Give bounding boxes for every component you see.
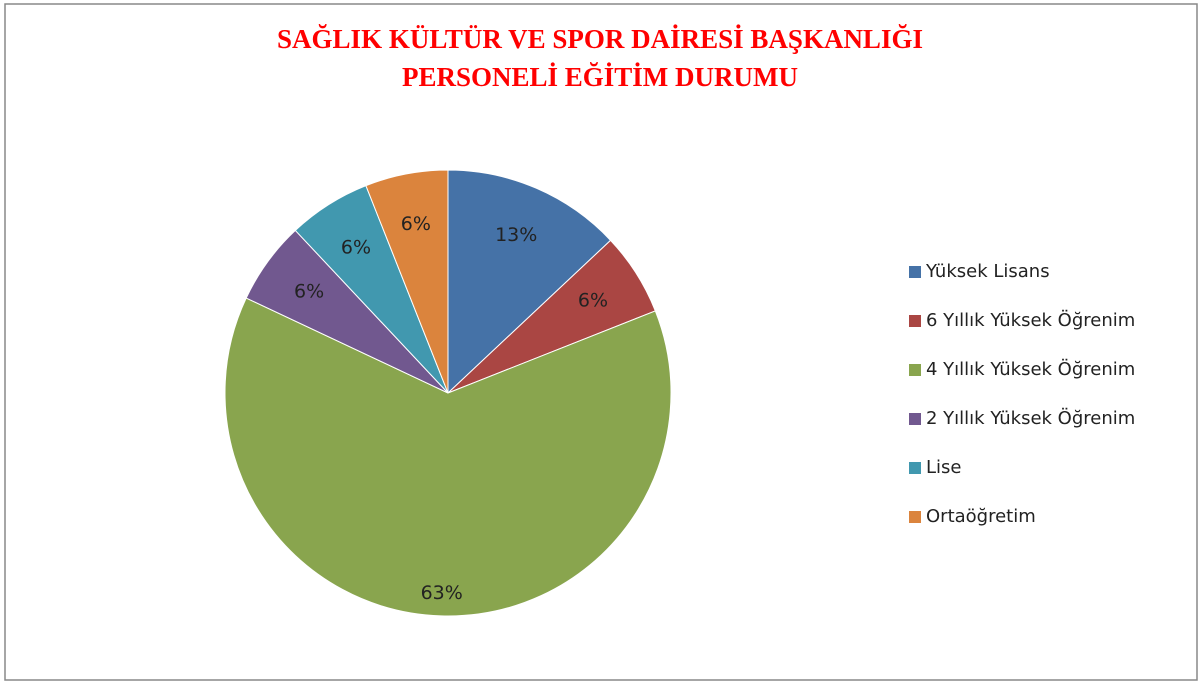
data-label: 13% [495, 224, 537, 246]
data-label: 6% [341, 237, 371, 259]
data-label: 63% [421, 582, 463, 604]
legend-label: 6 Yıllık Yüksek Öğrenim [926, 309, 1135, 331]
data-label: 6% [401, 213, 431, 235]
chart-title: SAĞLIK KÜLTÜR VE SPOR DAİRESİ BAŞKANLIĞI [277, 24, 923, 54]
legend-swatch [909, 364, 921, 376]
legend-label: Lise [926, 457, 961, 478]
legend-swatch [909, 266, 921, 278]
pie-slice [365, 169, 449, 394]
legend-swatch [909, 511, 921, 523]
legend-label: Yüksek Lisans [925, 261, 1050, 282]
legend-swatch [909, 462, 921, 474]
legend-label: 2 Yıllık Yüksek Öğrenim [926, 407, 1135, 429]
data-label: 6% [294, 281, 324, 303]
pie-slice [447, 169, 612, 395]
legend-label: 4 Yıllık Yüksek Öğrenim [926, 358, 1135, 380]
pie-slice [224, 297, 672, 617]
data-label: 6% [578, 289, 608, 311]
legend-swatch [909, 315, 921, 327]
legend-label: Ortaöğretim [926, 506, 1036, 527]
chart-title: PERSONELİ EĞİTİM DURUMU [402, 62, 798, 92]
legend-swatch [909, 413, 921, 425]
